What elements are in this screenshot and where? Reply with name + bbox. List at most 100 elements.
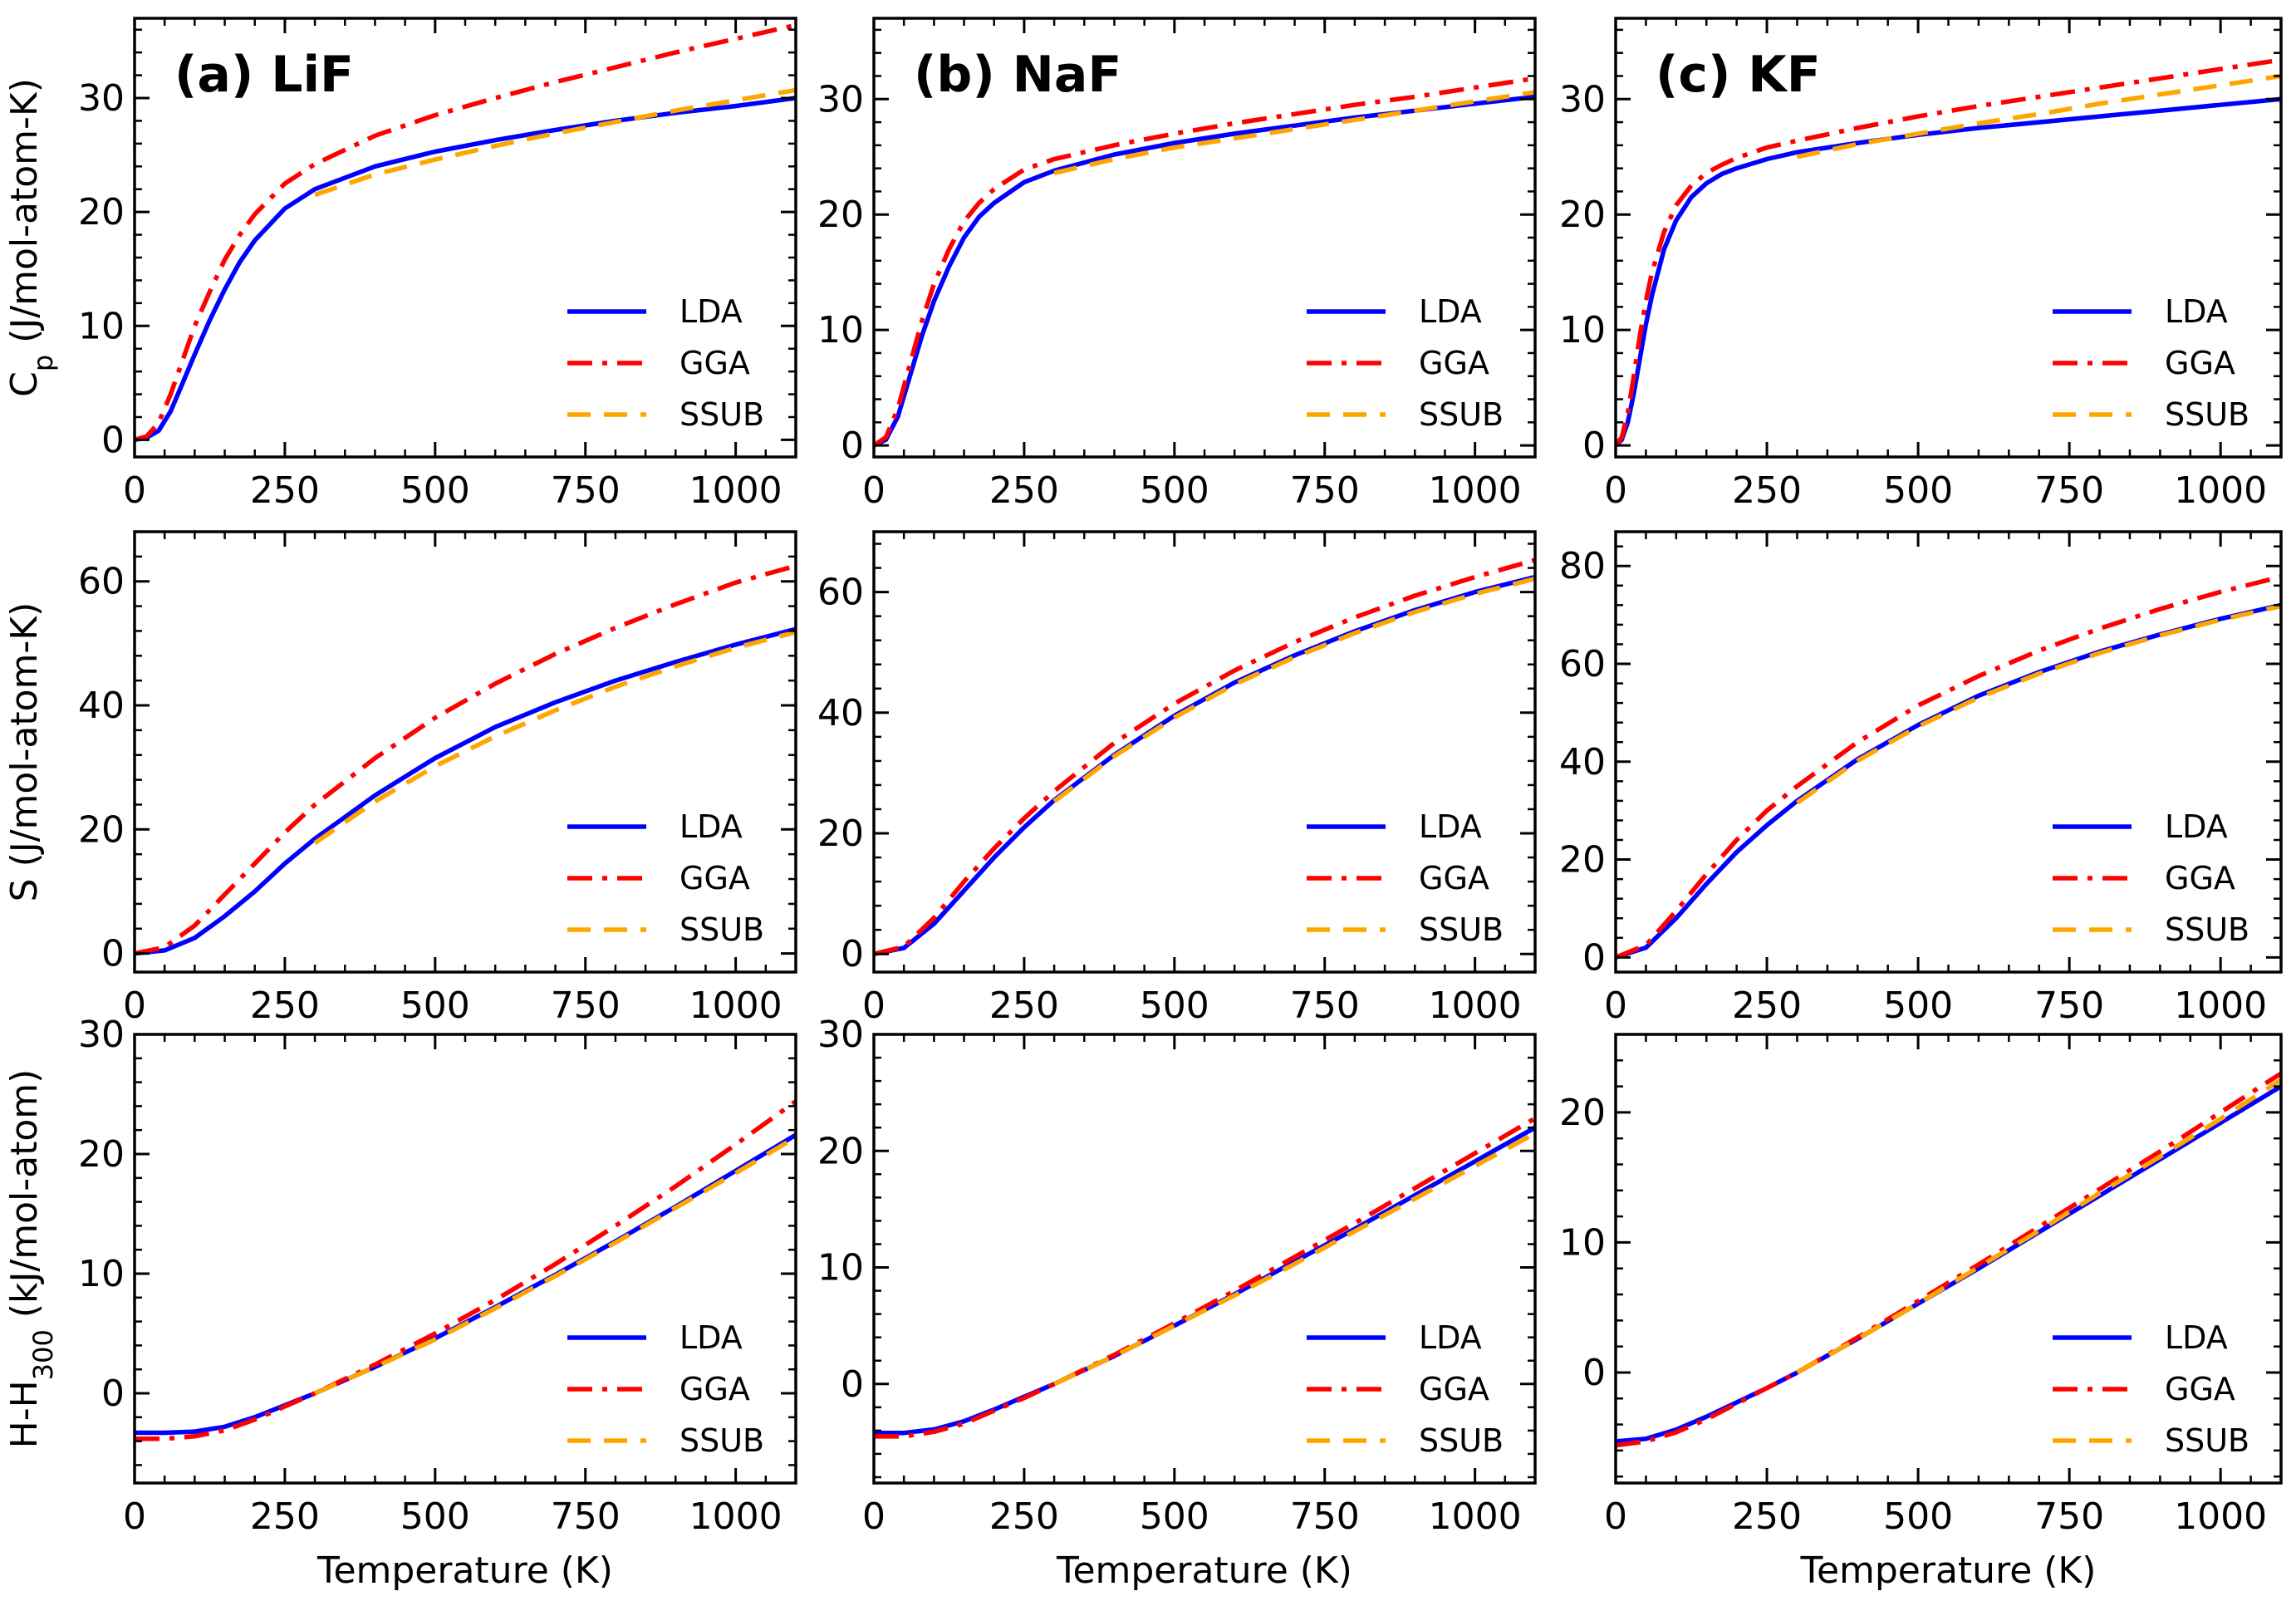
legend: LDA GGA SSUB — [2053, 293, 2249, 433]
plot-frame — [1614, 17, 2283, 459]
y-tick-label: 20 — [78, 191, 125, 233]
series-line-ssub — [1795, 603, 2281, 805]
y-tick-label: 0 — [841, 1363, 864, 1406]
x-tick-label: 500 — [1140, 469, 1209, 512]
legend-label: GGA — [1419, 345, 1489, 381]
y-tick-label: 10 — [817, 1247, 864, 1289]
legend-label: GGA — [679, 1371, 750, 1407]
y-tick-label: 20 — [817, 813, 864, 855]
series-line-ssub — [1053, 90, 1535, 175]
y-tick-label: 0 — [1582, 936, 1606, 979]
legend: LDA GGA SSUB — [1307, 1319, 1504, 1459]
panel-label: (b) NaF — [914, 46, 1121, 104]
y-tick-label: 20 — [1559, 1092, 1606, 1134]
series-line-ssub — [1796, 1078, 2281, 1375]
x-tick-label: 500 — [1140, 1495, 1209, 1538]
series-line-ssub — [313, 630, 796, 845]
series-group — [1616, 1071, 2281, 1448]
series-line-gga — [1616, 57, 2281, 447]
series-group — [135, 22, 796, 443]
x-tick-label: 250 — [989, 469, 1059, 512]
x-tick-label: 1000 — [2174, 469, 2267, 512]
y-tick-label: 30 — [78, 77, 125, 120]
x-tick-label: 750 — [2034, 469, 2104, 512]
x-tick-label: 1000 — [1429, 1495, 1522, 1538]
legend-label: SSUB — [679, 1422, 764, 1459]
x-tick-label: 1000 — [2174, 985, 2267, 1027]
series-group — [874, 1116, 1535, 1439]
x-tick-label: 750 — [1290, 469, 1360, 512]
x-tick-label: 1000 — [2174, 1495, 2267, 1538]
y-tick-label: 20 — [1559, 839, 1606, 882]
series-group — [1616, 574, 2281, 960]
x-tick-label: 750 — [1290, 985, 1360, 1027]
plot-frame — [872, 530, 1537, 974]
x-tick-label: 1000 — [689, 469, 783, 512]
legend: LDA GGA SSUB — [567, 293, 764, 433]
y-tick-label: 20 — [78, 1133, 125, 1176]
series-line-gga — [874, 557, 1535, 956]
y-tick-label: 10 — [1559, 1221, 1606, 1264]
x-tick-label: 250 — [1732, 1495, 1802, 1538]
legend-label: LDA — [1419, 293, 1482, 330]
x-tick-label: 750 — [551, 469, 621, 512]
series-group — [135, 1099, 796, 1441]
series-group — [874, 76, 1535, 448]
legend-label: GGA — [2165, 345, 2235, 381]
legend-label: SSUB — [2165, 1422, 2249, 1459]
x-tick-label: 250 — [1732, 469, 1802, 512]
x-tick-label: 250 — [989, 1495, 1059, 1538]
series-line-gga — [135, 563, 796, 956]
series-line-gga — [874, 1116, 1535, 1439]
legend-label: LDA — [2165, 1319, 2228, 1356]
y-tick-label: 0 — [841, 933, 864, 975]
x-tick-label: 750 — [2034, 1495, 2104, 1538]
legend-label: SSUB — [1419, 1422, 1504, 1459]
x-tick-label: 250 — [250, 469, 320, 512]
x-tick-label: 500 — [400, 1495, 470, 1538]
legend-label: GGA — [679, 860, 750, 896]
legend-label: SSUB — [679, 911, 764, 948]
series-line-ssub — [1052, 1131, 1535, 1387]
series-group — [1616, 57, 2281, 448]
legend-label: LDA — [679, 1319, 743, 1356]
legend-label: SSUB — [1419, 396, 1504, 433]
legend-label: LDA — [679, 293, 743, 330]
legend-label: GGA — [1419, 860, 1489, 896]
y-tick-label: 30 — [817, 1014, 864, 1056]
series-line-lda — [135, 96, 796, 443]
x-tick-label: 0 — [862, 469, 886, 512]
y-tick-label: 40 — [1559, 741, 1606, 783]
legend-label: LDA — [2165, 293, 2228, 330]
series-line-gga — [874, 76, 1535, 448]
series-line-lda — [1616, 96, 2281, 448]
series-line-ssub — [313, 1135, 796, 1396]
y-axis-title: H-H300 (kJ/mol-atom) — [3, 1069, 59, 1449]
legend-label: LDA — [1419, 808, 1482, 845]
y-tick-label: 0 — [1582, 1352, 1606, 1394]
x-tick-label: 0 — [123, 469, 146, 512]
x-tick-label: 0 — [123, 1495, 146, 1538]
x-tick-label: 500 — [400, 469, 470, 512]
y-tick-label: 40 — [78, 685, 125, 727]
legend-label: LDA — [2165, 808, 2228, 845]
legend-label: SSUB — [1419, 911, 1504, 948]
legend-label: LDA — [1419, 1319, 1482, 1356]
y-axis-title: S (J/mol-atom-K) — [3, 602, 46, 902]
legend-label: SSUB — [2165, 396, 2249, 433]
legend: LDA GGA SSUB — [2053, 1319, 2249, 1459]
x-tick-label: 0 — [123, 985, 146, 1027]
legend: LDA GGA SSUB — [2053, 808, 2249, 948]
panel-2: 0 250 500 750 1000 0 10 20 30 (b) NaF LDA GGA SSUB — [817, 17, 1537, 512]
legend-label: GGA — [2165, 860, 2235, 896]
x-tick-label: 500 — [1883, 1495, 1953, 1538]
plot-frame — [133, 1033, 797, 1485]
y-axis-title: Cp (J/mol-atom-K) — [3, 78, 59, 397]
panel-1: 0 250 500 750 1000 0 10 20 30 (a) LiF Cp (J/mol-at… — [3, 17, 797, 512]
legend-label: LDA — [679, 808, 743, 845]
panel-5: 0 250 500 750 1000 0 20 40 60 LDA GGA SSUB — [817, 530, 1537, 1027]
panel-6: 0 250 500 750 1000 0 20 40 60 80 LDA GGA SSUB — [1559, 530, 2283, 1027]
y-tick-label: 0 — [841, 425, 864, 467]
x-axis-title: Temperature (K) — [1800, 1549, 2097, 1592]
